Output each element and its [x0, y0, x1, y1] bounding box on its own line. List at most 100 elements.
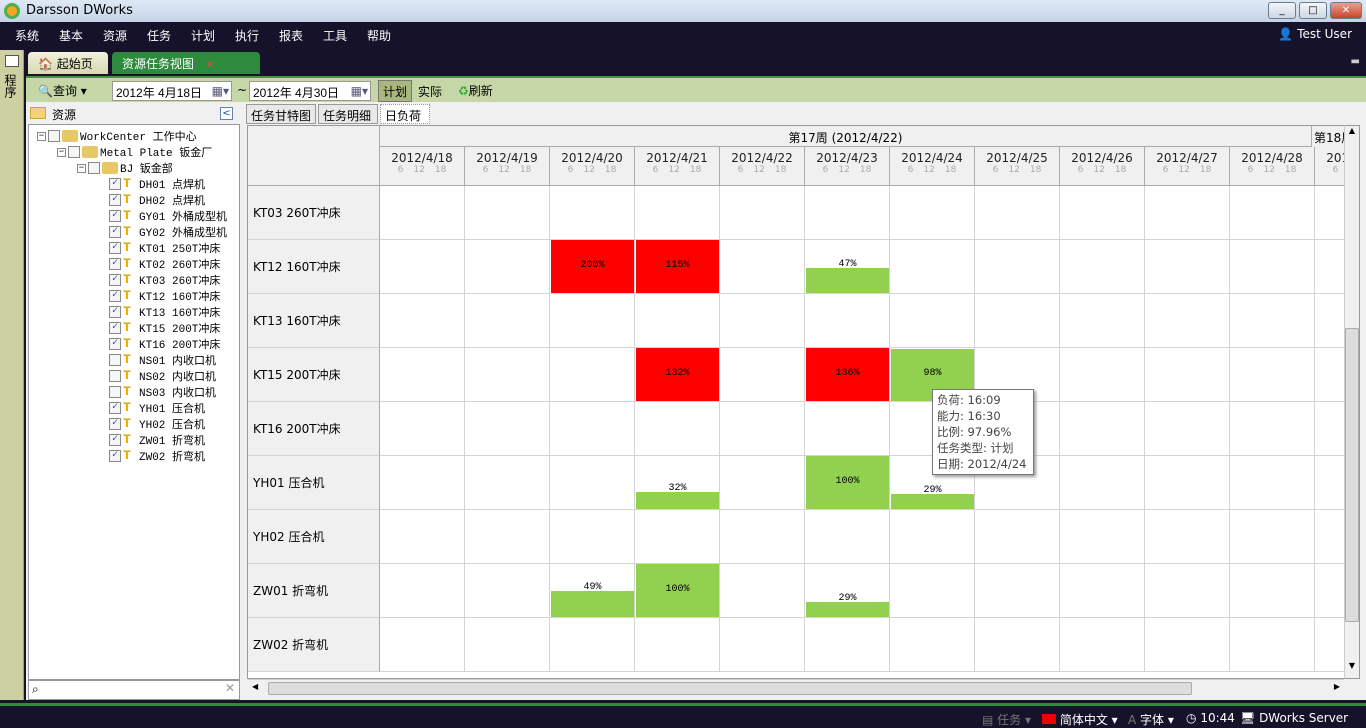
menu-1[interactable]: 基本	[59, 29, 84, 43]
tree-node[interactable]: T NS01 内收口机	[109, 352, 216, 368]
user-menu[interactable]: 👤 Test User	[1278, 27, 1352, 41]
load-cell[interactable]	[380, 348, 465, 402]
calendar-icon[interactable]: ▦▾	[211, 84, 229, 98]
load-bar[interactable]	[636, 240, 719, 293]
tree-node[interactable]: ✓ T KT03 260T冲床	[109, 272, 220, 288]
clear-search-icon[interactable]: ✕	[224, 681, 235, 695]
load-cell[interactable]	[1060, 564, 1145, 618]
tree-checkbox[interactable]: ✓	[109, 402, 121, 414]
load-cell[interactable]	[805, 618, 890, 672]
load-cell[interactable]	[1230, 618, 1315, 672]
tree-node[interactable]: ✓ T KT01 250T冲床	[109, 240, 220, 256]
tree-checkbox[interactable]: ✓	[109, 194, 121, 206]
load-cell[interactable]	[1230, 240, 1315, 294]
scroll-left-icon[interactable]: ◀	[252, 682, 259, 691]
actual-toggle[interactable]: 实际	[418, 85, 443, 99]
load-cell[interactable]	[550, 402, 635, 456]
maximize-button[interactable]: □	[1299, 2, 1327, 19]
pin-icon[interactable]: ▬	[1350, 56, 1360, 67]
load-cell[interactable]	[635, 240, 720, 294]
tree-node[interactable]: ✓ T KT15 200T冲床	[109, 320, 220, 336]
tree-node[interactable]: ✓ T GY01 外桶成型机	[109, 208, 227, 224]
tree-checkbox[interactable]: ✓	[109, 338, 121, 350]
load-cell[interactable]	[465, 294, 550, 348]
menu-5[interactable]: 执行	[235, 29, 260, 43]
load-cell[interactable]	[805, 510, 890, 564]
load-cell[interactable]	[1060, 348, 1145, 402]
load-cell[interactable]	[1145, 456, 1230, 510]
load-bar[interactable]	[891, 494, 974, 509]
load-cell[interactable]	[550, 564, 635, 618]
load-cell[interactable]	[1315, 186, 1344, 240]
load-cell[interactable]	[635, 510, 720, 564]
menu-7[interactable]: 工具	[323, 29, 348, 43]
load-cell[interactable]	[550, 348, 635, 402]
load-cell[interactable]	[550, 294, 635, 348]
load-bar[interactable]	[636, 492, 719, 509]
scroll-up-icon[interactable]: ▲	[1348, 126, 1356, 135]
load-cell[interactable]	[465, 510, 550, 564]
tree-checkbox[interactable]	[88, 162, 100, 174]
load-cell[interactable]	[890, 456, 975, 510]
load-cell[interactable]	[975, 186, 1060, 240]
load-cell[interactable]	[720, 294, 805, 348]
tree-checkbox[interactable]: ✓	[109, 322, 121, 334]
menu-4[interactable]: 计划	[191, 29, 216, 43]
load-cell[interactable]	[720, 456, 805, 510]
tree-checkbox[interactable]: ✓	[109, 290, 121, 302]
tree-checkbox[interactable]: ✓	[109, 274, 121, 286]
tab-resource-task-view[interactable]: 资源任务视图 ✕	[112, 52, 260, 74]
load-cell[interactable]	[635, 456, 720, 510]
load-cell[interactable]	[635, 618, 720, 672]
scroll-down-icon[interactable]: ▼	[1348, 661, 1356, 670]
load-cell[interactable]	[380, 186, 465, 240]
tasks-menu[interactable]: ▤ 任务 ▾	[982, 713, 1032, 727]
load-cell[interactable]	[380, 240, 465, 294]
load-cell[interactable]	[890, 240, 975, 294]
load-cell[interactable]	[465, 348, 550, 402]
load-cell[interactable]	[1145, 618, 1230, 672]
close-button[interactable]: ✕	[1330, 2, 1362, 19]
load-bar[interactable]	[636, 348, 719, 401]
load-cell[interactable]	[1060, 510, 1145, 564]
expand-icon[interactable]: −	[57, 146, 66, 157]
load-cell[interactable]	[975, 294, 1060, 348]
tree-checkbox[interactable]: ✓	[109, 210, 121, 222]
query-button[interactable]: 🔍查询 ▾	[38, 84, 87, 98]
calendar-icon[interactable]: ▦▾	[350, 84, 368, 98]
load-cell[interactable]	[635, 402, 720, 456]
close-tab-icon[interactable]: ✕	[205, 60, 215, 71]
load-cell[interactable]	[805, 348, 890, 402]
tree-checkbox[interactable]	[68, 146, 80, 158]
load-cell[interactable]	[975, 564, 1060, 618]
load-bar[interactable]	[806, 348, 889, 401]
tree-node[interactable]: T NS03 内收口机	[109, 384, 216, 400]
load-cell[interactable]	[465, 564, 550, 618]
language-menu[interactable]: 简体中文 ▾	[1042, 711, 1118, 728]
load-cell[interactable]	[1315, 294, 1344, 348]
tree-checkbox[interactable]: ✓	[109, 226, 121, 238]
load-cell[interactable]	[1315, 564, 1344, 618]
load-cell[interactable]	[1060, 456, 1145, 510]
view-tab-1[interactable]: 任务明细	[318, 104, 378, 124]
tree-node[interactable]: ✓ T KT12 160T冲床	[109, 288, 220, 304]
load-cell[interactable]	[890, 618, 975, 672]
load-cell[interactable]	[890, 564, 975, 618]
tree-checkbox[interactable]	[109, 386, 121, 398]
load-cell[interactable]	[635, 186, 720, 240]
load-cell[interactable]	[380, 402, 465, 456]
tree-checkbox[interactable]: ✓	[109, 306, 121, 318]
load-cell[interactable]	[465, 618, 550, 672]
load-cell[interactable]	[1145, 348, 1230, 402]
vertical-scrollbar[interactable]: ▲ ▼	[1344, 125, 1360, 679]
binoculars-icon[interactable]: ⌕	[32, 682, 39, 696]
load-cell[interactable]	[465, 186, 550, 240]
tree-checkbox[interactable]	[48, 130, 60, 142]
load-cell[interactable]	[805, 186, 890, 240]
tree-node[interactable]: − WorkCenter 工作中心	[37, 128, 197, 144]
tree-node[interactable]: ✓ T YH01 压合机	[109, 400, 205, 416]
load-cell[interactable]	[380, 510, 465, 564]
load-cell[interactable]	[1230, 402, 1315, 456]
refresh-button[interactable]: ♻刷新	[458, 82, 493, 99]
load-cell[interactable]	[1230, 510, 1315, 564]
